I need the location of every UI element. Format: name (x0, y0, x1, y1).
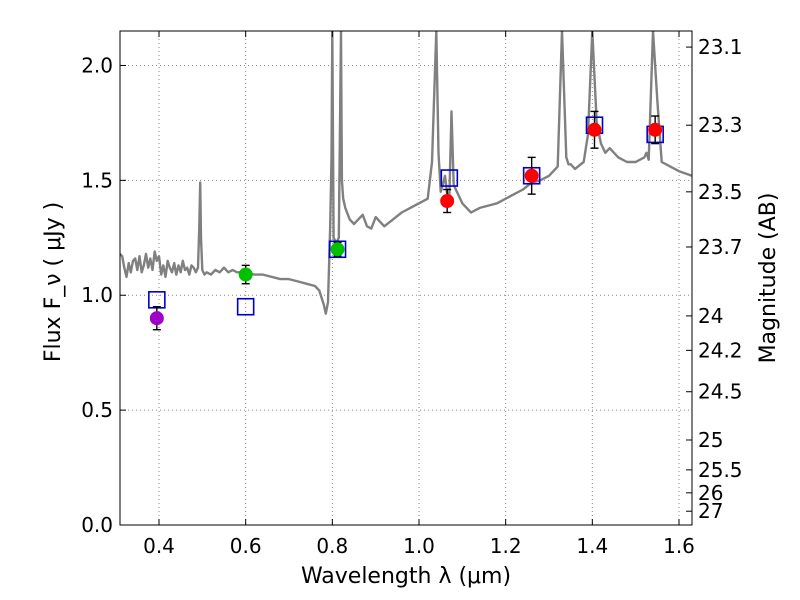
observed-point (330, 241, 345, 257)
model-spectrum-line (120, 31, 692, 315)
y-tick-label: 1.0 (81, 283, 113, 307)
right-tick-label: 25.5 (698, 458, 743, 482)
right-tick-label: 24.5 (698, 380, 743, 404)
x-tick-label: 1.6 (663, 534, 695, 558)
observed-marker (524, 168, 539, 183)
x-axis-label: Wavelength λ (μm) (301, 564, 511, 589)
x-tick-label: 0.8 (316, 534, 348, 558)
model-photometry-square (236, 297, 255, 316)
right-tick-label: 24.2 (698, 338, 743, 362)
observed-marker (440, 194, 455, 209)
observed-point (524, 156, 539, 195)
right-tick-label: 24 (698, 304, 723, 328)
right-tick-label: 27 (698, 499, 723, 523)
right-tick-label: 23.3 (698, 113, 743, 137)
observed-marker (330, 242, 345, 257)
y-tick-label: 0.0 (81, 513, 113, 537)
right-tick-label: 23.1 (698, 35, 743, 59)
right-tick-label: 23.5 (698, 180, 743, 204)
observed-marker (149, 311, 164, 326)
observed-point (440, 188, 455, 214)
x-tick-label: 0.6 (230, 534, 262, 558)
grid (120, 31, 692, 526)
x-tick-label: 0.4 (143, 534, 175, 558)
right-tick-label: 26 (698, 481, 723, 505)
right-tick-label: 23.7 (698, 235, 743, 259)
y-tick-label: 0.5 (81, 398, 113, 422)
x-tick-label: 1.4 (576, 534, 608, 558)
observed-point (238, 264, 253, 285)
model-photometry-square (328, 240, 347, 259)
y-tick-label: 2.0 (81, 53, 113, 77)
observed-marker (587, 122, 602, 137)
model-photometry-square (148, 291, 166, 309)
right-axis-label: Magnitude (AB) (756, 193, 781, 364)
observed-point (149, 306, 164, 331)
x-tick-label: 1.0 (403, 534, 435, 558)
axes: 0.4 0.6 0.8 1.0 1.2 1.4 1.6 0.0 0.5 1.0 1.5 2.0 23.1… (81, 30, 743, 558)
plot-area (120, 31, 692, 331)
y-axis-label: Flux F_ν ( μJy ) (41, 202, 66, 362)
model-photometry-square (440, 169, 459, 187)
observed-point (587, 110, 602, 149)
observed-marker (648, 122, 663, 137)
y-tick-label: 1.5 (81, 168, 113, 192)
observed-point (648, 115, 663, 145)
plot-frame (119, 30, 693, 526)
right-tick-label: 25 (698, 428, 723, 452)
observed-marker (238, 267, 253, 282)
x-tick-label: 1.2 (490, 534, 522, 558)
